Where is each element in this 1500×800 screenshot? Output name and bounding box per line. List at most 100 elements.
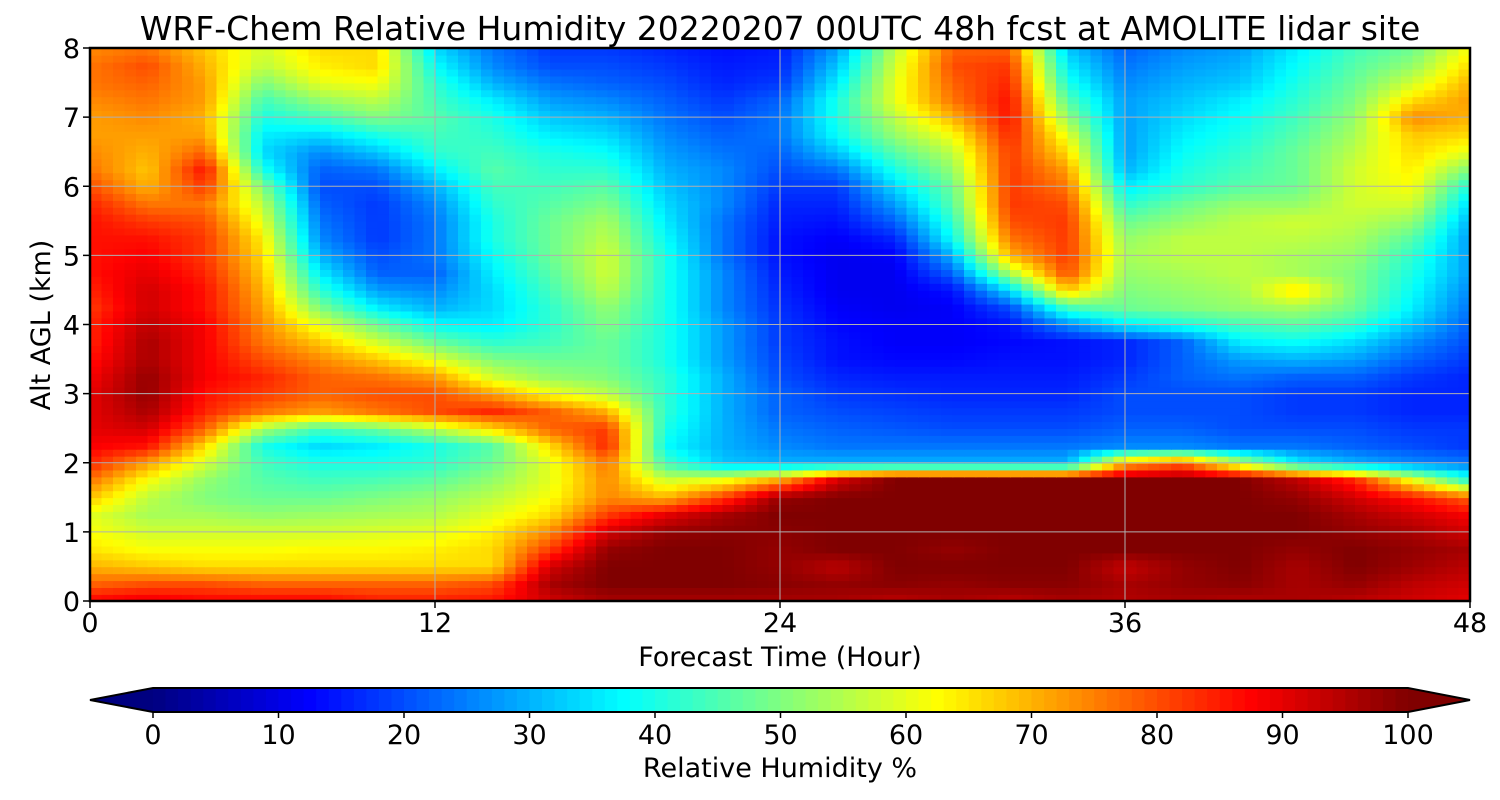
heatmap-cell: [90, 442, 103, 450]
heatmap-cell: [918, 511, 931, 519]
heatmap-cell: [1320, 580, 1333, 588]
heatmap-cell: [159, 573, 172, 582]
heatmap-cell: [1125, 504, 1138, 512]
heatmap-cell: [1033, 476, 1046, 485]
heatmap-cell: [757, 566, 770, 575]
heatmap-cell: [1263, 573, 1276, 582]
heatmap-cell: [193, 442, 206, 450]
heatmap-cell: [1171, 490, 1184, 499]
heatmap-cell: [1056, 345, 1069, 353]
heatmap-cell: [895, 448, 908, 457]
heatmap-cell: [320, 559, 333, 568]
heatmap-cell: [446, 317, 459, 326]
heatmap-cell: [688, 407, 701, 416]
heatmap-cell: [573, 545, 586, 554]
heatmap-cell: [1240, 511, 1253, 519]
heatmap-cell: [492, 573, 505, 582]
heatmap-cell: [308, 538, 321, 547]
heatmap-cell: [193, 352, 206, 360]
heatmap-cell: [1378, 518, 1391, 526]
heatmap-cell: [1090, 379, 1103, 388]
heatmap-cell: [251, 559, 264, 568]
heatmap-cell: [722, 524, 735, 533]
heatmap-cell: [584, 317, 597, 326]
heatmap-cell: [285, 345, 298, 353]
heatmap-cell: [481, 352, 494, 360]
heatmap-cell: [343, 338, 356, 347]
heatmap-cell: [1309, 559, 1322, 568]
heatmap-cell: [837, 310, 850, 319]
heatmap-cell: [182, 573, 195, 582]
heatmap-cell: [1148, 580, 1161, 588]
heatmap-cell: [1044, 504, 1057, 512]
heatmap-cell: [906, 462, 919, 471]
heatmap-cell: [366, 518, 379, 526]
heatmap-cell: [228, 531, 241, 540]
heatmap-cell: [320, 448, 333, 457]
heatmap-cell: [1056, 352, 1069, 360]
heatmap-cell: [1228, 559, 1241, 568]
heatmap-cell: [1309, 448, 1322, 457]
heatmap-cell: [1079, 538, 1092, 547]
heatmap-cell: [860, 531, 873, 540]
heatmap-cell: [1205, 566, 1218, 575]
heatmap-cell: [607, 317, 620, 326]
heatmap-cell: [1343, 545, 1356, 554]
heatmap-cell: [1228, 448, 1241, 457]
heatmap-cell: [412, 462, 425, 471]
heatmap-cell: [573, 372, 586, 381]
heatmap-cell: [1286, 538, 1299, 547]
heatmap-cell: [757, 455, 770, 464]
heatmap-cell: [791, 386, 804, 395]
heatmap-cell: [1079, 469, 1092, 478]
heatmap-cell: [504, 524, 517, 533]
heatmap-cell: [1021, 497, 1034, 506]
heatmap-cell: [377, 379, 390, 388]
heatmap-cell: [745, 359, 758, 367]
heatmap-cell: [1067, 414, 1080, 423]
heatmap-cell: [906, 490, 919, 499]
heatmap-cell: [216, 511, 229, 519]
heatmap-cell: [136, 587, 149, 595]
heatmap-cell: [412, 324, 425, 333]
heatmap-cell: [573, 538, 586, 547]
heatmap-cell: [642, 310, 655, 319]
heatmap-cell: [1297, 317, 1310, 326]
heatmap-cell: [1159, 462, 1172, 471]
heatmap-cell: [1297, 331, 1310, 340]
heatmap-cell: [1125, 421, 1138, 429]
heatmap-cell: [653, 483, 666, 492]
heatmap-cell: [745, 317, 758, 326]
heatmap-cell: [285, 400, 298, 409]
heatmap-cell: [1458, 566, 1470, 575]
heatmap-cell: [1228, 524, 1241, 533]
heatmap-cell: [1044, 317, 1057, 326]
heatmap-cell: [561, 317, 574, 326]
heatmap-cell: [964, 469, 977, 478]
heatmap-cell: [837, 428, 850, 436]
heatmap-cell: [1182, 317, 1195, 326]
heatmap-cell: [308, 504, 321, 512]
heatmap-cell: [665, 338, 678, 347]
heatmap-cell: [1412, 490, 1425, 499]
heatmap-cell: [975, 442, 988, 450]
heatmap-cell: [492, 400, 505, 409]
heatmap-cell: [228, 324, 241, 333]
heatmap-cell: [1194, 531, 1207, 540]
heatmap-cell: [1378, 400, 1391, 409]
heatmap-cell: [665, 393, 678, 402]
heatmap-cell: [1320, 559, 1333, 568]
heatmap-cell: [584, 324, 597, 333]
heatmap-cell: [412, 545, 425, 554]
heatmap-cell: [1079, 476, 1092, 485]
heatmap-cell: [757, 428, 770, 436]
heatmap-cell: [481, 566, 494, 575]
heatmap-cell: [1401, 524, 1414, 533]
heatmap-cell: [262, 518, 275, 526]
heatmap-cell: [1113, 483, 1126, 492]
heatmap-cell: [492, 448, 505, 457]
heatmap-cell: [331, 455, 344, 464]
heatmap-cell: [1263, 421, 1276, 429]
heatmap-cell: [297, 386, 310, 395]
heatmap-cell: [538, 518, 551, 526]
